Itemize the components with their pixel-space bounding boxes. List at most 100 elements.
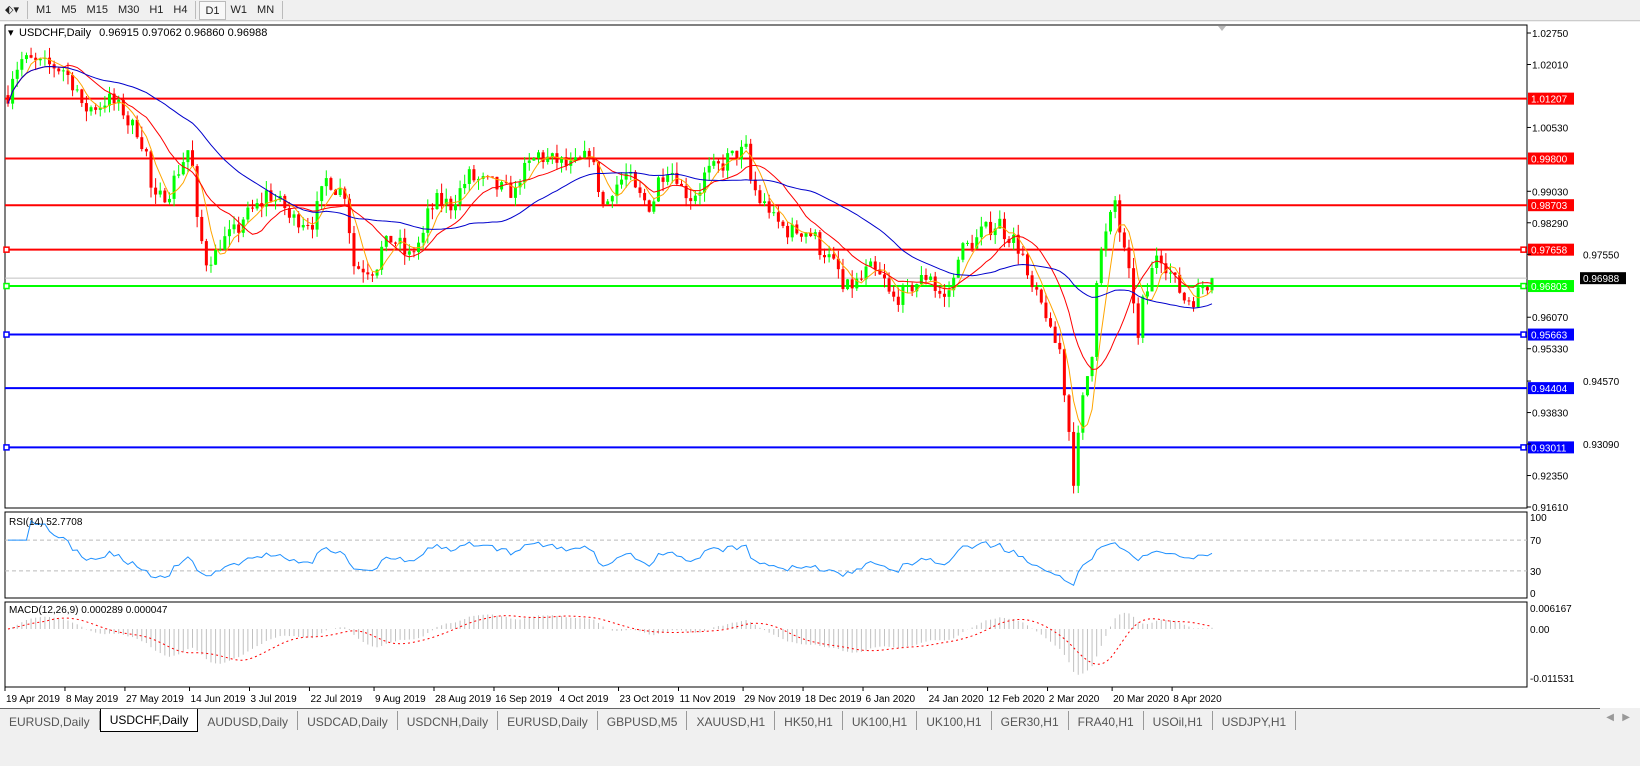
candle bbox=[855, 272, 859, 291]
chart-canvas[interactable]: ▾ USDCHF,Daily 0.96915 0.97062 0.96860 0.9… bbox=[0, 22, 1640, 708]
candle-body bbox=[975, 237, 979, 249]
candle bbox=[320, 185, 324, 210]
chart-tab[interactable]: USDCNH,Daily bbox=[398, 711, 499, 730]
timeframe-h4[interactable]: H4 bbox=[173, 3, 188, 16]
timeframe-d1[interactable]: D1 bbox=[199, 0, 226, 20]
candle-body bbox=[620, 179, 624, 185]
price-tick-label: 0.94570 bbox=[1583, 377, 1620, 388]
candle bbox=[864, 259, 868, 286]
candle bbox=[643, 188, 647, 206]
candle-body bbox=[495, 176, 499, 190]
candle-body bbox=[1192, 301, 1196, 308]
candle bbox=[126, 111, 130, 134]
chart-tab[interactable]: USDCAD,Daily bbox=[298, 711, 398, 730]
candle bbox=[80, 88, 84, 107]
date-label: 9 Aug 2019 bbox=[375, 694, 426, 705]
candle bbox=[804, 231, 808, 244]
candle bbox=[1021, 246, 1025, 257]
candle bbox=[264, 181, 268, 217]
chart-tab[interactable]: USDJPY,H1 bbox=[1213, 711, 1297, 730]
candle bbox=[970, 234, 974, 252]
candle bbox=[163, 187, 167, 204]
candle-body bbox=[523, 162, 527, 183]
candle-body bbox=[361, 268, 365, 273]
candle bbox=[947, 281, 951, 308]
candle bbox=[232, 216, 236, 234]
candle-body bbox=[172, 175, 176, 199]
timeframe-w1[interactable]: W1 bbox=[230, 3, 248, 16]
level-handle-right bbox=[1520, 444, 1527, 451]
candle-body bbox=[1178, 274, 1182, 293]
timeframe-m1[interactable]: M1 bbox=[35, 3, 52, 16]
candle bbox=[739, 140, 743, 169]
chart-tab[interactable]: UK100,H1 bbox=[917, 711, 992, 730]
candle-body bbox=[1035, 287, 1039, 290]
chart-tab[interactable]: FRA40,H1 bbox=[1069, 711, 1144, 730]
candle bbox=[250, 199, 254, 213]
chart-tab[interactable]: EURUSD,Daily bbox=[0, 711, 100, 730]
rsi-line bbox=[8, 520, 1213, 587]
candle-body bbox=[1012, 234, 1016, 243]
candle bbox=[467, 166, 471, 192]
candle-body bbox=[103, 105, 107, 108]
macd-pane bbox=[4, 601, 1528, 688]
candle bbox=[20, 51, 24, 77]
candle bbox=[979, 216, 983, 246]
candle-body bbox=[135, 119, 139, 138]
timeframe-mn[interactable]: MN bbox=[257, 3, 275, 16]
candle-body bbox=[596, 162, 600, 193]
candle-body bbox=[744, 143, 748, 147]
chart-tab[interactable]: HK50,H1 bbox=[775, 711, 843, 730]
price-tick-label: 1.02010 bbox=[1532, 60, 1569, 71]
candle-body bbox=[458, 188, 462, 205]
candle-body bbox=[398, 237, 402, 244]
chart-tab[interactable]: GBPUSD,M5 bbox=[598, 711, 688, 730]
candle bbox=[297, 211, 301, 234]
level-handle-right bbox=[1520, 282, 1527, 290]
candle-body bbox=[749, 143, 753, 180]
candle-body bbox=[297, 214, 301, 228]
candle-body bbox=[255, 203, 259, 209]
date-label: 29 Nov 2019 bbox=[744, 694, 801, 705]
drawing-tools-icon[interactable]: ⬖▾ bbox=[5, 3, 19, 16]
candle-body bbox=[232, 224, 236, 230]
candle bbox=[1099, 246, 1103, 286]
price-tick-label: 0.95330 bbox=[1532, 345, 1569, 356]
candle-body bbox=[237, 224, 241, 233]
level-price-label: 0.96803 bbox=[1531, 282, 1568, 293]
candle bbox=[112, 88, 116, 111]
timeframe-h1[interactable]: H1 bbox=[149, 3, 164, 16]
timeframe-m30[interactable]: M30 bbox=[117, 3, 140, 16]
candle-body bbox=[84, 103, 88, 112]
candle bbox=[1025, 252, 1029, 279]
candle bbox=[850, 270, 854, 298]
candle-body bbox=[606, 201, 610, 205]
candle bbox=[449, 196, 453, 219]
candle-body bbox=[532, 158, 536, 161]
candle bbox=[1081, 392, 1085, 440]
chart-window[interactable]: ▾ USDCHF,Daily 0.96915 0.97062 0.96860 0.9… bbox=[0, 22, 1640, 708]
timeframe-m5[interactable]: M5 bbox=[61, 3, 77, 16]
candle bbox=[1039, 288, 1043, 305]
candle bbox=[527, 153, 531, 171]
candle bbox=[716, 157, 720, 173]
candle bbox=[227, 220, 231, 247]
chart-tab[interactable]: USDCHF,Daily bbox=[99, 709, 199, 732]
chart-tab[interactable]: UK100,H1 bbox=[843, 711, 918, 730]
level-badge bbox=[1528, 243, 1574, 256]
timeframe-m15[interactable]: M15 bbox=[86, 3, 108, 16]
candle bbox=[892, 285, 896, 302]
candle-body bbox=[915, 284, 919, 292]
chart-tab[interactable]: GER30,H1 bbox=[992, 711, 1069, 730]
tab-scroll-arrows[interactable]: ◀ ▶ bbox=[1606, 712, 1630, 723]
date-label: 3 Jul 2019 bbox=[250, 694, 297, 705]
candle bbox=[1062, 348, 1066, 403]
chart-tab[interactable]: EURUSD,Daily bbox=[498, 711, 598, 730]
chart-tab[interactable]: AUDUSD,Daily bbox=[198, 711, 299, 730]
candle-body bbox=[693, 195, 697, 202]
candle bbox=[200, 209, 204, 244]
chart-tab[interactable]: USOil,H1 bbox=[1144, 711, 1213, 730]
candle bbox=[107, 86, 111, 113]
chart-tab[interactable]: XAUUSD,H1 bbox=[687, 711, 776, 730]
candle-body bbox=[195, 166, 199, 217]
